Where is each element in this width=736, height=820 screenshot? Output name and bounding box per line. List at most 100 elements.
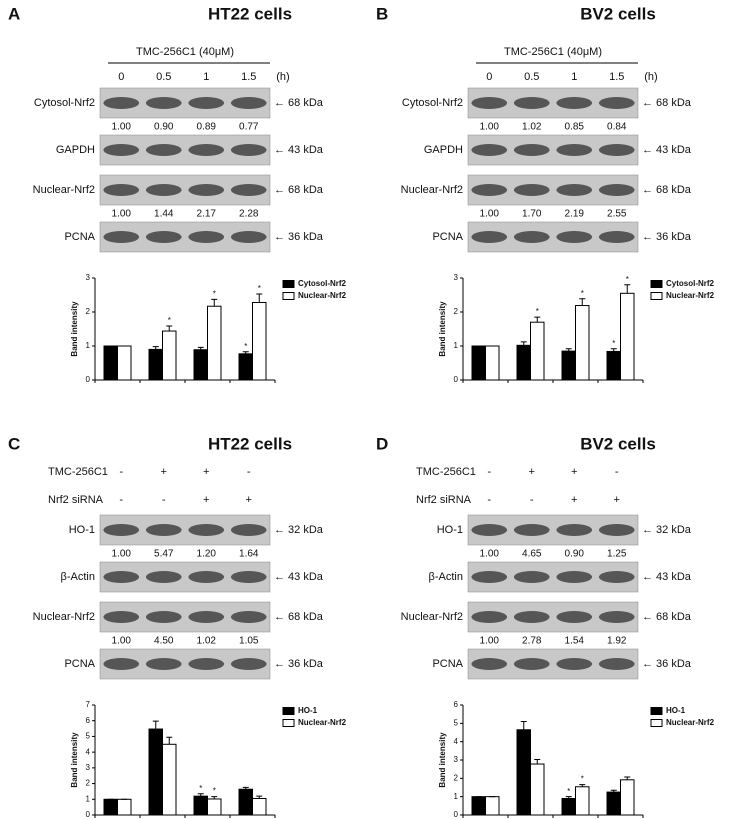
quant-value: 2.17 (197, 209, 217, 220)
legend-swatch (282, 292, 295, 300)
quant-value: 1.70 (522, 209, 542, 220)
y-tick-label: 6 (454, 700, 459, 709)
lane-label: - (615, 466, 619, 478)
error-bar (152, 720, 159, 730)
error-bar (610, 348, 617, 352)
legend-label: Nuclear-Nrf2 (666, 718, 715, 727)
y-tick-label: 2 (86, 307, 91, 316)
significance-marker: * (168, 316, 171, 325)
blot-label: HO-1 (437, 524, 463, 536)
blot-band (471, 524, 508, 536)
error-bar (211, 796, 218, 799)
blot-band (556, 97, 593, 109)
bar (485, 796, 500, 816)
y-tick-label: 2 (86, 779, 91, 788)
y-tick-label: 3 (454, 755, 459, 764)
error-bar (256, 293, 263, 303)
quant-value: 0.89 (197, 122, 217, 133)
lane-label: + (246, 494, 252, 506)
blot-band (230, 97, 267, 109)
blot-band (145, 231, 182, 243)
lane-label: - (162, 494, 166, 506)
blot-marker: ← 68 kDa (274, 97, 324, 109)
blot-band (556, 144, 593, 156)
bar (575, 305, 590, 381)
bar (103, 345, 118, 381)
lane-label: 1 (203, 71, 209, 83)
quant-value: 1.00 (112, 549, 132, 560)
blot-marker: ← 36 kDa (274, 658, 324, 670)
lane-label: - (530, 494, 534, 506)
significance-marker: * (626, 275, 629, 284)
blot-band (598, 524, 635, 536)
bar (471, 796, 486, 816)
error-bar (579, 298, 586, 306)
y-tick-label: 1 (86, 341, 91, 350)
bar (606, 350, 621, 381)
blot-band (556, 231, 593, 243)
blot-marker: ← 43 kDa (274, 571, 324, 583)
blot-band (556, 184, 593, 196)
bar (620, 292, 635, 381)
legend-swatch (650, 719, 663, 727)
bar (516, 729, 531, 816)
blot-band (471, 571, 508, 583)
blot-band (513, 611, 550, 623)
blot-band (145, 184, 182, 196)
blot-band (598, 571, 635, 583)
quant-value: 1.00 (112, 209, 132, 220)
blot-band (598, 97, 635, 109)
blot-label: GAPDH (424, 144, 463, 156)
significance-marker: * (581, 289, 584, 298)
bar (561, 350, 576, 381)
error-bar (534, 758, 541, 765)
blot-band (598, 611, 635, 623)
bar (620, 779, 635, 816)
quant-value: 2.28 (239, 209, 259, 220)
legend-label: Nuclear-Nrf2 (298, 291, 347, 300)
blot-band (556, 611, 593, 623)
blot-band (556, 571, 593, 583)
bar (207, 305, 222, 381)
bar (252, 798, 267, 816)
panel-title: HT22 cells (208, 434, 292, 453)
bar (162, 330, 177, 381)
blot-band (145, 611, 182, 623)
blot-band (230, 231, 267, 243)
error-bar (166, 325, 173, 332)
quant-value: 5.47 (154, 549, 174, 560)
lane-label: 0.5 (524, 71, 539, 83)
quant-value: 0.90 (565, 549, 585, 560)
quant-value: 1.54 (565, 636, 585, 647)
y-tick-label: 2 (454, 307, 459, 316)
blot-band (188, 231, 225, 243)
quant-value: 1.02 (197, 636, 217, 647)
y-tick-label: 0 (454, 375, 459, 384)
blot-label: Nuclear-Nrf2 (33, 184, 95, 196)
error-bar (242, 786, 249, 790)
error-bar (197, 346, 204, 350)
lane-label: - (487, 466, 491, 478)
quant-value: 1.25 (607, 549, 627, 560)
legend-label: Cytosol-Nrf2 (666, 279, 715, 288)
lane-label: + (571, 466, 577, 478)
lane-label: + (203, 466, 209, 478)
blot-label: β-Actin (61, 571, 95, 583)
significance-marker: * (199, 784, 202, 793)
lane-label: 1 (571, 71, 577, 83)
lane-label: 1.5 (241, 71, 256, 83)
treatment-label: Nrf2 siRNA (48, 494, 104, 506)
y-tick-label: 6 (86, 716, 91, 725)
error-bar (197, 793, 204, 797)
significance-marker: * (258, 284, 261, 293)
legend-label: Cytosol-Nrf2 (298, 279, 347, 288)
legend-label: Nuclear-Nrf2 (666, 291, 715, 300)
blot-marker: ← 36 kDa (642, 231, 692, 243)
y-axis-label: Band intensity (70, 732, 79, 788)
error-bar (579, 784, 586, 787)
panel-letter: D (376, 434, 388, 453)
quant-value: 1.64 (239, 549, 259, 560)
quant-value: 0.84 (607, 122, 627, 133)
bar (606, 791, 621, 816)
